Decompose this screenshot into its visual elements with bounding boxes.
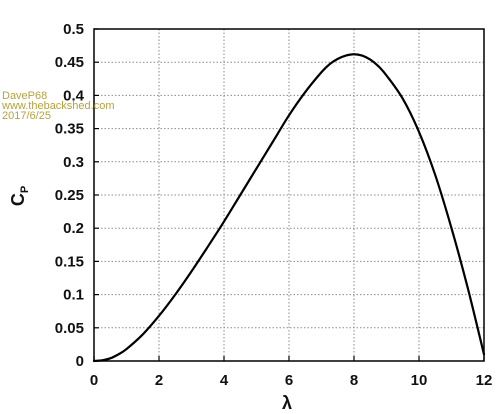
x-tick-label: 6 <box>285 372 293 389</box>
watermark-site: www.thebackshed.com <box>2 100 115 112</box>
cp-curve-series <box>92 53 486 363</box>
y-axis-label-main: C <box>8 193 28 206</box>
y-tick-label: 0.4 <box>63 87 85 104</box>
y-tick-label: 0.35 <box>55 121 84 138</box>
y-tick-label: 0.1 <box>63 287 84 304</box>
x-axis-ticks: 0 2 4 6 8 10 12 <box>90 356 493 389</box>
x-tick-label: 2 <box>155 372 163 389</box>
y-tick-label: 0.5 <box>63 21 84 38</box>
x-tick-label: 0 <box>90 372 98 389</box>
x-tick-label: 4 <box>220 372 229 389</box>
watermark: DaveP68 www.thebackshed.com 2017/6/25 <box>2 90 115 122</box>
y-tick-label: 0.05 <box>55 320 84 337</box>
y-tick-label: 0.45 <box>55 54 84 71</box>
x-tick-label: 8 <box>350 372 358 389</box>
y-tick-label: 0.2 <box>63 220 84 237</box>
watermark-author: DaveP68 <box>2 90 48 102</box>
y-tick-label: 0.3 <box>63 154 84 171</box>
y-tick-label: 0.15 <box>55 253 84 270</box>
x-tick-label: 10 <box>411 372 428 389</box>
y-tick-label: 0.25 <box>55 187 84 204</box>
y-tick-label: 0 <box>76 353 84 370</box>
y-axis-label-subscript: P <box>19 186 31 193</box>
y-axis-label: CP <box>8 186 31 206</box>
x-tick-label: 12 <box>476 372 493 389</box>
x-axis-label: λ <box>282 393 292 413</box>
grid-lines <box>94 29 484 361</box>
y-axis-ticks: 0 0.05 0.1 0.15 0.2 0.25 0.3 0.35 0.4 0.45 0.5 <box>55 21 99 370</box>
watermark-date: 2017/6/25 <box>2 110 51 122</box>
